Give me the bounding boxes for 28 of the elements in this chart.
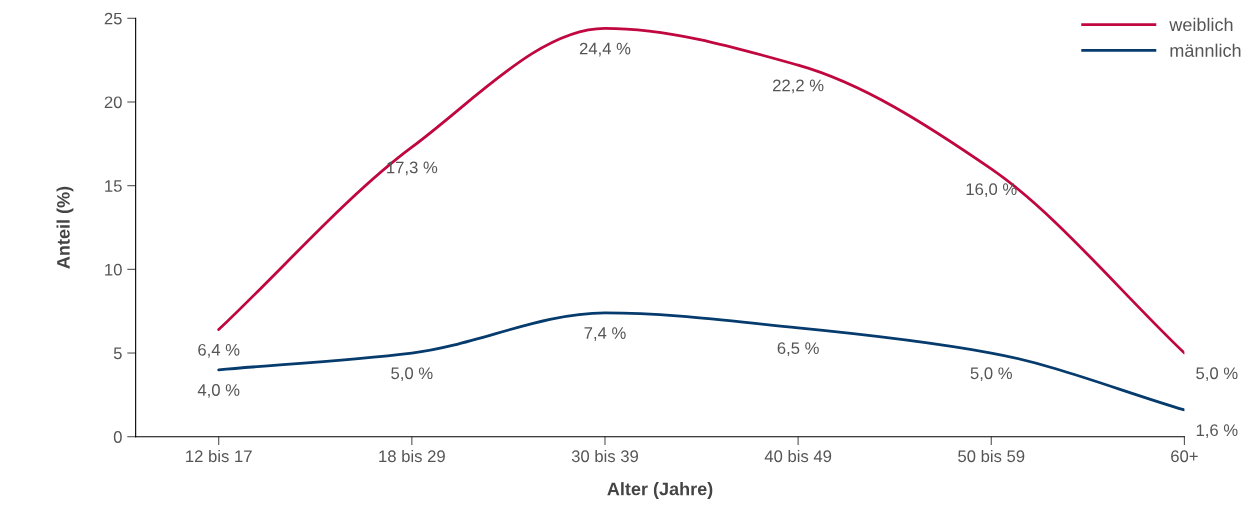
y-tick-label: 20 [104, 96, 122, 109]
data-label: 16,0 % [966, 183, 1017, 198]
data-label: 22,2 % [773, 79, 824, 94]
y-axis-title: Anteil (%) [56, 186, 74, 269]
legend-label: weiblich [1169, 17, 1233, 32]
x-tick-label: 12 bis 17 [186, 449, 252, 463]
y-tick-label: 0 [113, 431, 122, 443]
x-axis-title: Alter (Jahre) [607, 482, 713, 499]
data-label: 17,3 % [387, 161, 438, 176]
x-tick-label: 30 bis 39 [571, 449, 639, 463]
data-label: 4,0 % [197, 384, 240, 398]
y-tick-label: 15 [105, 180, 122, 192]
data-label: 6,4 % [198, 343, 240, 358]
data-label: 5,0 % [970, 367, 1012, 382]
data-label: 5,0 % [1196, 367, 1238, 382]
y-tick-label: 10 [105, 263, 122, 276]
legend-label: männlich [1170, 43, 1241, 57]
data-label: 7,4 % [584, 327, 626, 341]
x-tick-label: 40 bis 49 [764, 449, 832, 463]
y-tick-label: 5 [113, 347, 122, 360]
x-tick-label: 50 bis 59 [958, 449, 1025, 463]
data-label: 6,5 % [777, 342, 819, 357]
x-tick-label: 18 bis 29 [379, 449, 445, 463]
x-tick-label: 60+ [1171, 450, 1198, 463]
y-tick-label: 25 [104, 12, 122, 25]
data-label: 5,0 % [391, 367, 433, 382]
data-label: 24,4 % [579, 42, 631, 57]
data-label: 1,6 % [1196, 424, 1238, 439]
